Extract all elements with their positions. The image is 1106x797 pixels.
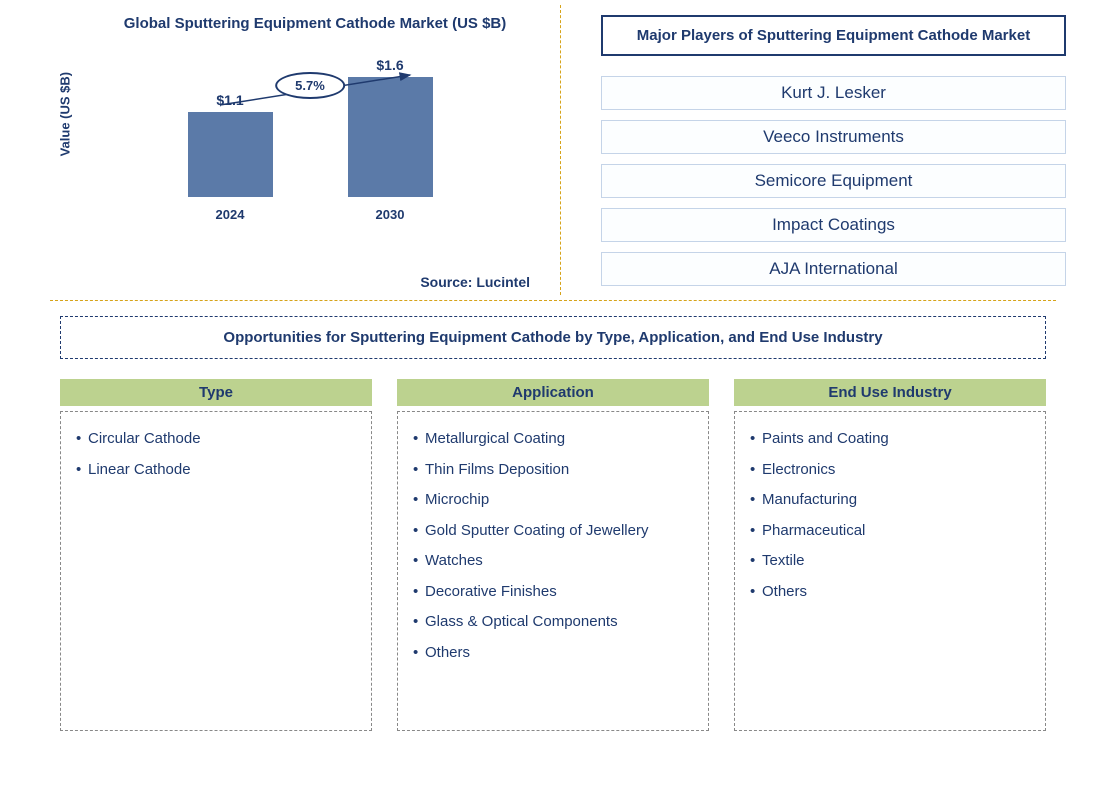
- opportunities-title: Opportunities for Sputtering Equipment C…: [60, 316, 1046, 359]
- players-list: Kurt J. Lesker Veeco Instruments Semicore …: [601, 76, 1066, 286]
- chart-area: Value (US $B) 5.7% $1.1$1.6 20242030: [110, 42, 510, 222]
- category-items-box: Circular CathodeLinear Cathode: [60, 411, 372, 731]
- category-column: Type Circular CathodeLinear Cathode: [60, 379, 372, 731]
- chart-title: Global Sputtering Equipment Cathode Mark…: [50, 15, 540, 32]
- y-axis-label: Value (US $B): [58, 72, 73, 157]
- growth-rate-value: 5.7%: [275, 72, 345, 99]
- category-item: Microchip: [413, 485, 693, 516]
- bar: [188, 112, 273, 197]
- category-item: Metallurgical Coating: [413, 424, 693, 455]
- horizontal-divider: [50, 300, 1056, 301]
- category-items-box: Metallurgical CoatingThin Films Depositi…: [397, 411, 709, 731]
- category-items-box: Paints and CoatingElectronicsManufacturi…: [734, 411, 1046, 731]
- x-axis-label: 2030: [345, 207, 435, 222]
- growth-rate-badge: 5.7%: [275, 72, 345, 99]
- source-citation: Source: Lucintel: [420, 274, 530, 290]
- category-item: Paints and Coating: [750, 424, 1030, 455]
- opportunities-section: Opportunities for Sputtering Equipment C…: [0, 316, 1106, 731]
- category-item: Linear Cathode: [76, 455, 356, 486]
- category-item: Others: [413, 638, 693, 669]
- player-item: Impact Coatings: [601, 208, 1066, 242]
- player-item: Veeco Instruments: [601, 120, 1066, 154]
- category-item: Decorative Finishes: [413, 577, 693, 608]
- x-axis-labels: 2024 2030: [110, 207, 510, 222]
- x-axis-label: 2024: [185, 207, 275, 222]
- category-item: Watches: [413, 546, 693, 577]
- category-item: Pharmaceutical: [750, 516, 1030, 547]
- player-item: AJA International: [601, 252, 1066, 286]
- category-item: Gold Sputter Coating of Jewellery: [413, 516, 693, 547]
- category-item: Thin Films Deposition: [413, 455, 693, 486]
- player-item: Kurt J. Lesker: [601, 76, 1066, 110]
- category-column: End Use Industry Paints and CoatingElectr…: [734, 379, 1046, 731]
- categories-row: TypeCircular CathodeLinear CathodeApplic…: [60, 379, 1046, 731]
- category-item: Electronics: [750, 455, 1030, 486]
- category-item: Manufacturing: [750, 485, 1030, 516]
- category-item: Others: [750, 577, 1030, 608]
- players-title: Major Players of Sputtering Equipment Ca…: [601, 15, 1066, 56]
- category-column: Application Metallurgical CoatingThin Fil…: [397, 379, 709, 731]
- category-header: Type: [60, 379, 372, 406]
- top-section: Global Sputtering Equipment Cathode Mark…: [0, 0, 1106, 300]
- chart-panel: Global Sputtering Equipment Cathode Mark…: [0, 0, 560, 300]
- category-item: Textile: [750, 546, 1030, 577]
- category-item: Circular Cathode: [76, 424, 356, 455]
- player-item: Semicore Equipment: [601, 164, 1066, 198]
- category-item: Glass & Optical Components: [413, 607, 693, 638]
- players-panel: Major Players of Sputtering Equipment Ca…: [561, 0, 1106, 300]
- category-header: Application: [397, 379, 709, 406]
- category-header: End Use Industry: [734, 379, 1046, 406]
